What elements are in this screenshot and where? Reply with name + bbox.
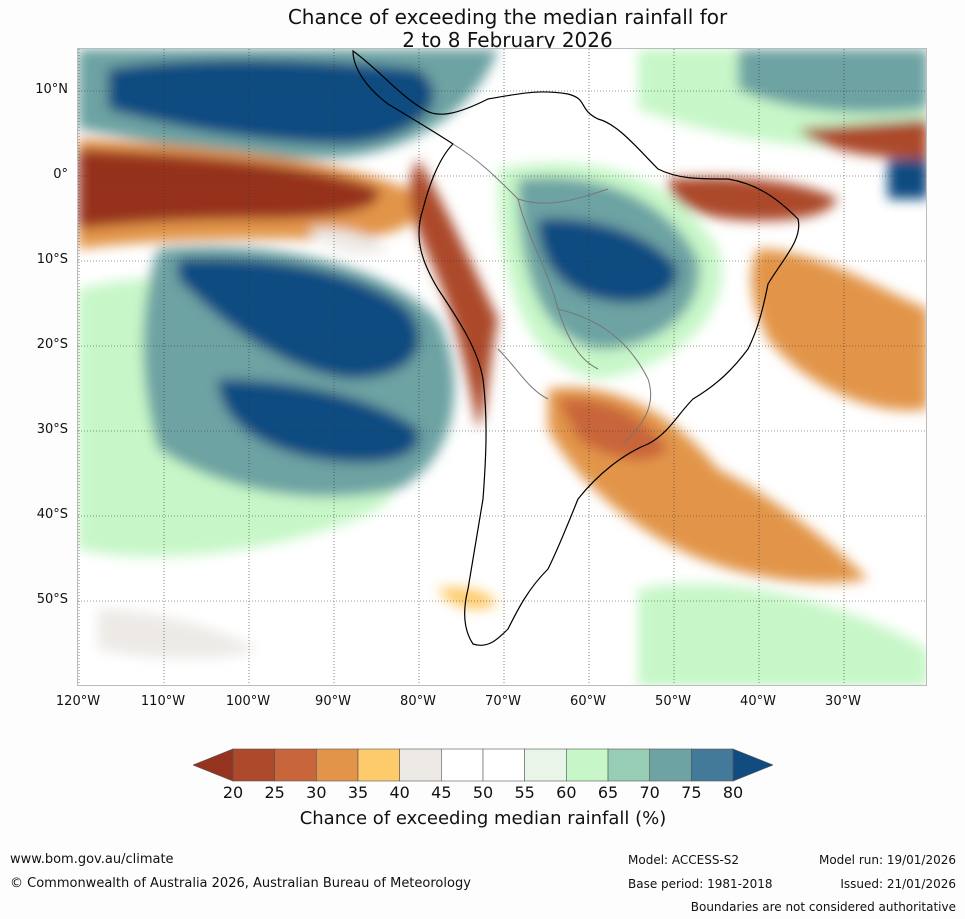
lon-label-60w: 60°W: [570, 694, 606, 709]
colorbar-tick-65: 65: [597, 783, 619, 802]
footer-issued: Issued: 21/01/2026: [840, 877, 956, 891]
lon-label-100w: 100°W: [225, 694, 271, 709]
lat-label-0: 0°: [53, 167, 68, 182]
footer-disclaimer: Boundaries are not considered authoritat…: [690, 900, 956, 914]
colorbar-cell-4: [399, 748, 442, 782]
colorbar-cell-3: [357, 748, 400, 782]
lat-label-10n: 10°N: [35, 82, 68, 97]
colorbar-tick-45: 45: [431, 783, 452, 802]
forecast-map: [77, 48, 927, 686]
colorbar-cell-7: [524, 748, 567, 782]
lon-label-40w: 40°W: [740, 694, 776, 709]
colorbar-tick-50: 50: [472, 783, 494, 802]
lon-label-70w: 70°W: [485, 694, 521, 709]
footer-base-period: Base period: 1981-2018: [628, 877, 773, 891]
colorbar: [193, 748, 773, 782]
colorbar-cell-5: [441, 748, 484, 782]
lat-label-40s: 40°S: [36, 507, 68, 522]
lat-label-50s: 50°S: [36, 592, 68, 607]
colorbar-tick-30: 30: [306, 783, 327, 802]
colorbar-cell-below-20: [193, 748, 234, 782]
colorbar-cell-6: [482, 748, 525, 782]
colorbar-cell-11: [691, 748, 734, 782]
footer-model-run: Model run: 19/01/2026: [818, 853, 956, 867]
colorbar-tick-35: 35: [347, 783, 369, 802]
country-boundaries: [452, 143, 652, 445]
colorbar-tick-70: 70: [639, 783, 660, 802]
map-canvas: [78, 49, 926, 685]
colorbar-cell-above-80: [732, 748, 773, 782]
colorbar-tick-20: 20: [222, 783, 244, 802]
colorbar-cell-9: [607, 748, 650, 782]
footer-copyright: © Commonwealth of Australia 2026, Austra…: [10, 876, 471, 891]
lon-label-30w: 30°W: [825, 694, 861, 709]
colorbar-label: Chance of exceeding median rainfall (%): [299, 808, 667, 829]
anomaly-field: [78, 49, 926, 685]
lat-label-20s: 20°S: [36, 337, 68, 352]
colorbar-tick-40: 40: [389, 783, 410, 802]
colorbar-cell-2: [316, 748, 359, 782]
south-america-coastline: [352, 49, 800, 646]
colorbar-tick-80: 80: [722, 783, 744, 802]
colorbar-cell-8: [566, 748, 609, 782]
colorbar-cell-10: [649, 748, 692, 782]
map-title-line1: Chance of exceeding the median rainfall …: [287, 5, 728, 29]
colorbar-tick-75: 75: [681, 783, 702, 802]
lat-label-30s: 30°S: [36, 422, 68, 437]
lon-label-50w: 50°W: [655, 694, 691, 709]
colorbar-tick-60: 60: [556, 783, 577, 802]
colorbar-tick-25: 25: [264, 783, 285, 802]
lon-label-120w: 120°W: [55, 694, 101, 709]
lon-label-90w: 90°W: [315, 694, 351, 709]
footer-model: Model: ACCESS-S2: [628, 853, 740, 867]
lon-label-110w: 110°W: [140, 694, 186, 709]
lat-label-10s: 10°S: [36, 252, 68, 267]
colorbar-tick-55: 55: [514, 783, 535, 802]
colorbar-cell-0: [232, 748, 275, 782]
lon-label-80w: 80°W: [400, 694, 436, 709]
footer-url[interactable]: www.bom.gov.au/climate: [10, 852, 174, 867]
colorbar-cell-1: [274, 748, 317, 782]
graticule: [78, 49, 926, 685]
